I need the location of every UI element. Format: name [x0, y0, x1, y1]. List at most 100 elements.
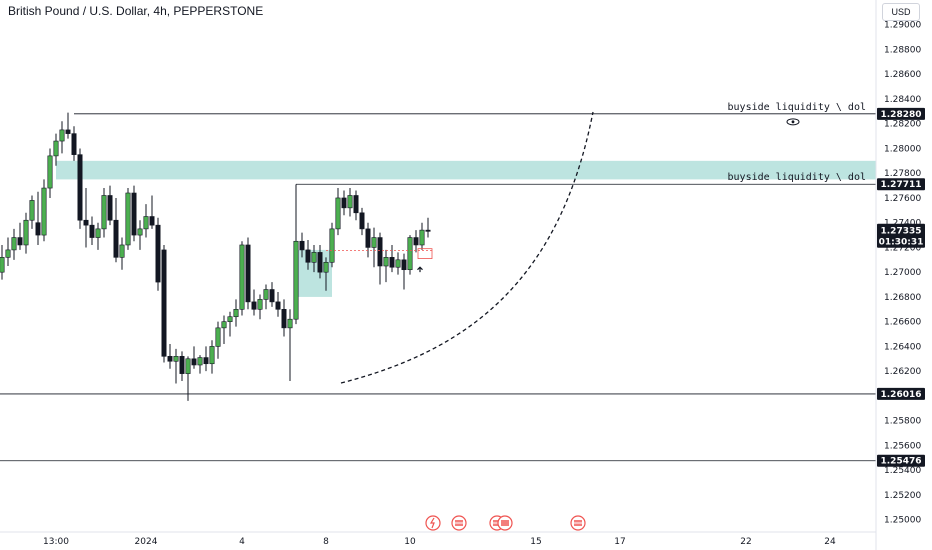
position-box: [417, 248, 433, 259]
time-tick-label: 22: [740, 537, 751, 547]
price-tick-label: 1.27600: [884, 194, 921, 204]
candles-layer: [0, 112, 431, 401]
fvg-zone: [56, 160, 876, 180]
currency-button[interactable]: USD: [882, 3, 920, 21]
candle-up: [335, 197, 341, 230]
price-tick-label: 1.26200: [884, 367, 921, 377]
candle-up: [185, 358, 191, 374]
candle-down: [413, 237, 419, 246]
chart-title: British Pound / U.S. Dollar, 4h, PEPPERS…: [8, 4, 264, 18]
candle-up: [209, 346, 215, 365]
price-tick-label: 1.27000: [884, 268, 921, 278]
candle-up: [263, 289, 269, 300]
flag-icon[interactable]: [451, 515, 467, 531]
candle-down: [179, 356, 185, 374]
candle-down: [71, 133, 77, 155]
candle-up: [239, 244, 245, 310]
candle-up: [329, 228, 335, 263]
time-tick-label: 13:00: [43, 537, 69, 547]
price-tick-label: 1.25600: [884, 441, 921, 451]
candle-up: [311, 252, 317, 263]
level-price-tag: [877, 178, 925, 191]
time-tick-label: 17: [614, 537, 625, 547]
candle-up: [95, 228, 101, 238]
candle-up: [101, 195, 107, 230]
candle-down: [299, 240, 305, 251]
countdown-label: 01:30:31: [879, 238, 924, 248]
candle-up: [41, 187, 47, 236]
price-tick-label: 1.26600: [884, 318, 921, 328]
candle-down: [107, 195, 113, 221]
current-price-tag: [877, 223, 925, 248]
price-tick-label: 1.25200: [884, 491, 921, 501]
candle-down: [17, 237, 23, 246]
level-price-tag: [877, 107, 925, 120]
price-tick-label: 1.28800: [884, 45, 921, 55]
candle-down: [149, 216, 155, 226]
candle-down: [89, 224, 95, 238]
candle-down: [131, 192, 137, 236]
lightning-glyph: [429, 517, 435, 529]
event-icons: [425, 515, 586, 531]
price-tick-label: 1.25800: [884, 417, 921, 427]
level-price-tag-label: 1.26016: [881, 390, 922, 400]
price-tick-label: 1.26400: [884, 342, 921, 352]
candle-up: [395, 259, 401, 268]
time-tick-label: 24: [824, 537, 836, 547]
candle-down: [245, 244, 251, 303]
candle-up: [0, 257, 5, 273]
projection-curve: [340, 111, 594, 384]
candle-up: [23, 219, 29, 246]
price-tick-label: 1.28000: [884, 144, 921, 154]
candle-up: [59, 129, 65, 142]
eye-icon-pupil: [791, 120, 795, 124]
lightning-icon[interactable]: [425, 515, 441, 531]
price-tick-label: 1.28600: [884, 70, 921, 80]
price-tick-label: 1.27400: [884, 219, 921, 229]
candle-down: [269, 289, 275, 303]
levels-layer: buyside liquidity \ dol buyside liquidity…: [0, 102, 876, 462]
candle-up: [137, 228, 143, 236]
candle-up: [233, 309, 239, 318]
level-annotation: buyside liquidity \ dol: [728, 102, 866, 113]
price-axis: 1.29000 1.28800 1.28600 1.28400 1.28200 1.280…: [884, 21, 921, 526]
flag-icon[interactable]: [570, 515, 586, 531]
candle-down: [275, 301, 281, 310]
level-price-tag: [877, 454, 925, 467]
candle-down: [401, 259, 407, 271]
candle-down: [155, 224, 161, 283]
flag-icon[interactable]: [489, 515, 513, 531]
candle-up: [419, 229, 425, 246]
candle-down: [305, 249, 311, 263]
price-tick-label: 1.26800: [884, 293, 921, 303]
level-price-tag: [877, 387, 925, 400]
candle-up: [197, 357, 203, 366]
candle-up: [323, 261, 329, 273]
price-tick-label: 1.28200: [884, 120, 921, 130]
time-tick-label: 4: [239, 537, 245, 547]
current-price-label: 1.27335: [881, 227, 922, 237]
time-tick-label: 10: [404, 537, 416, 547]
arrow-up-icon: [417, 266, 423, 273]
candle-up: [143, 216, 149, 230]
price-tick-label: 1.25400: [884, 466, 921, 476]
candle-up: [11, 237, 17, 251]
price-tick-label: 1.27800: [884, 169, 921, 179]
candle-up: [125, 192, 131, 246]
candle-down: [425, 229, 431, 232]
candle-up: [173, 356, 179, 362]
candle-down: [317, 252, 323, 273]
time-tick-label: 15: [530, 537, 541, 547]
candle-down: [113, 219, 119, 258]
level-price-tag-label: 1.28280: [881, 110, 922, 120]
eye-icon: [786, 118, 800, 126]
time-axis: 13:00 2024 4 8 10 15 17 22 24: [43, 537, 836, 547]
time-tick-label: 2024: [135, 537, 158, 547]
price-tags: 1.28280 1.27711 1.26016 1.25476 1.2733501:30…: [877, 107, 925, 467]
overlays-layer: [326, 111, 800, 384]
candle-down: [161, 249, 167, 357]
price-tick-label: 1.29000: [884, 21, 921, 31]
level-price-tag-label: 1.25476: [881, 457, 922, 467]
price-tick-label: 1.25000: [884, 516, 921, 526]
